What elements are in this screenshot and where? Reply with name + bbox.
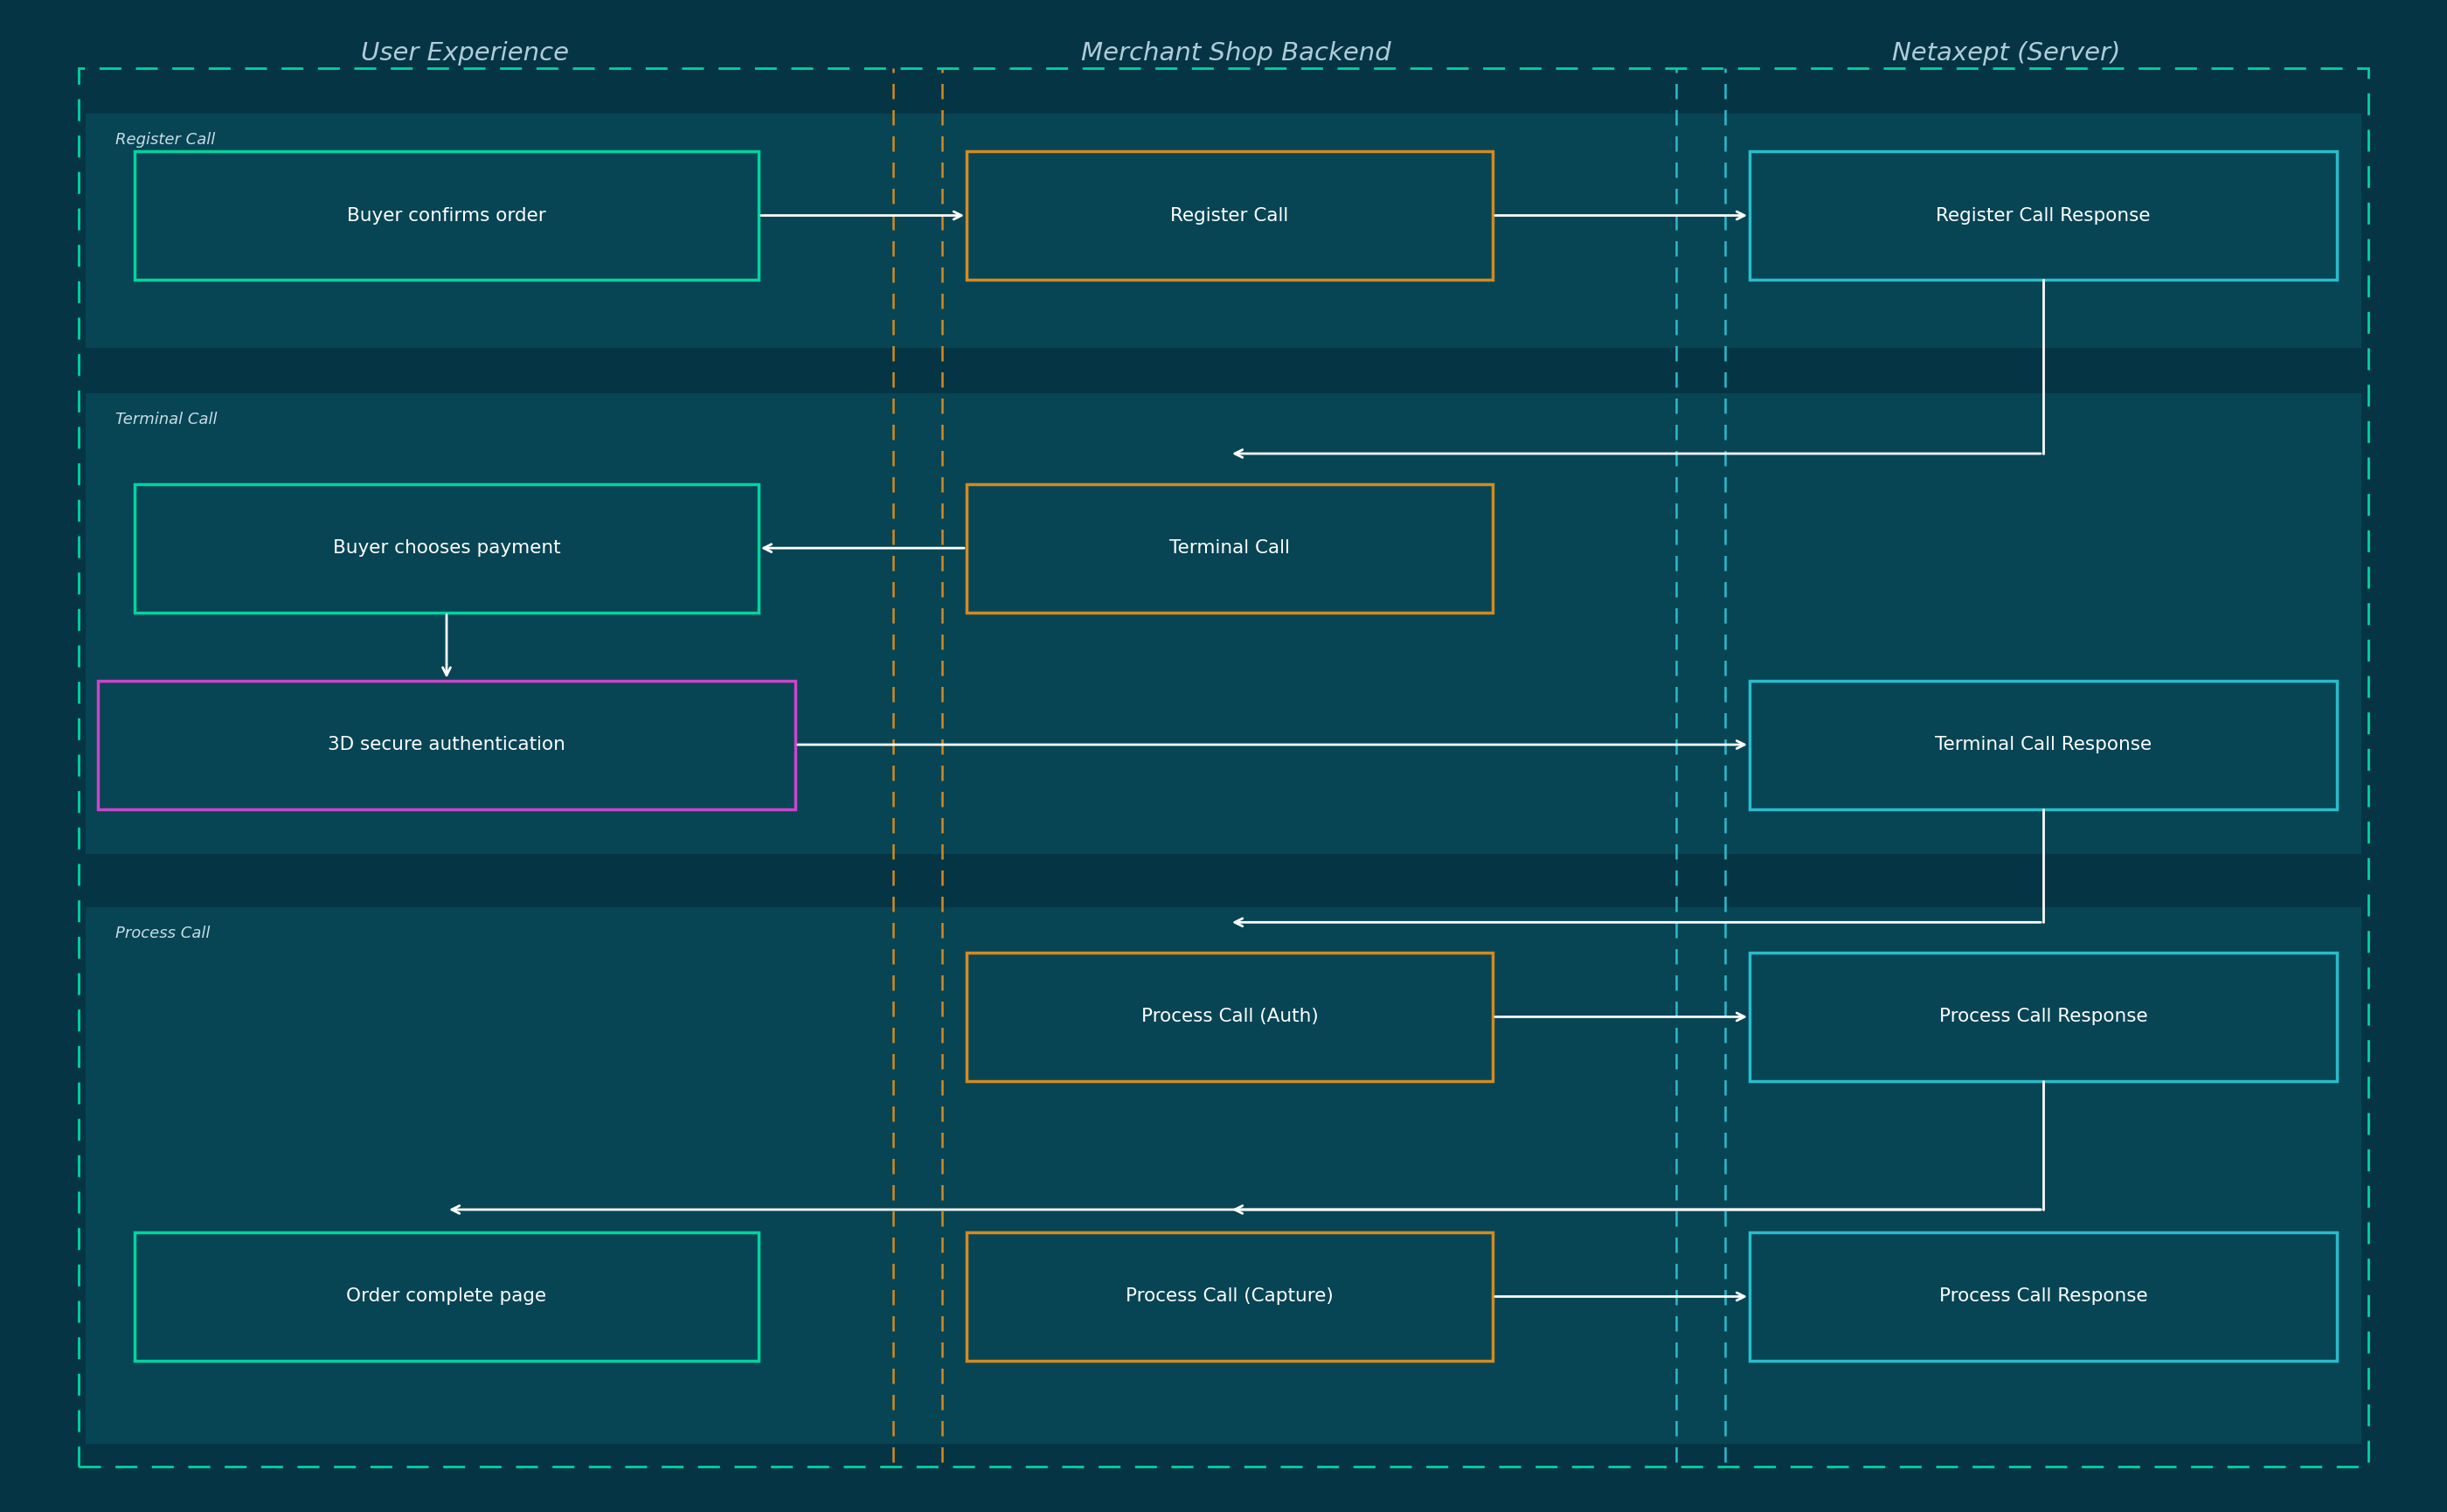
Text: Process Call (Capture): Process Call (Capture) <box>1126 1288 1334 1305</box>
Text: 3D secure authentication: 3D secure authentication <box>328 736 565 753</box>
FancyBboxPatch shape <box>135 1232 759 1361</box>
FancyBboxPatch shape <box>967 1232 1493 1361</box>
FancyBboxPatch shape <box>967 151 1493 280</box>
Text: Terminal Call: Terminal Call <box>1170 540 1290 556</box>
Text: User Experience: User Experience <box>362 41 568 65</box>
Text: Process Call: Process Call <box>115 925 210 940</box>
FancyBboxPatch shape <box>1750 680 2337 809</box>
Text: Buyer chooses payment: Buyer chooses payment <box>333 540 560 556</box>
FancyBboxPatch shape <box>967 953 1493 1081</box>
FancyBboxPatch shape <box>1750 151 2337 280</box>
Text: Terminal Call Response: Terminal Call Response <box>1936 736 2151 753</box>
FancyBboxPatch shape <box>135 484 759 612</box>
FancyBboxPatch shape <box>1750 953 2337 1081</box>
FancyBboxPatch shape <box>135 151 759 280</box>
FancyBboxPatch shape <box>86 113 2361 348</box>
FancyBboxPatch shape <box>1750 1232 2337 1361</box>
FancyBboxPatch shape <box>86 907 2361 1444</box>
Text: Register Call: Register Call <box>1170 207 1290 224</box>
Text: Merchant Shop Backend: Merchant Shop Backend <box>1082 41 1390 65</box>
Text: Process Call (Auth): Process Call (Auth) <box>1140 1009 1319 1025</box>
Text: Terminal Call: Terminal Call <box>115 411 218 426</box>
Text: Register Call Response: Register Call Response <box>1936 207 2151 224</box>
Text: Register Call: Register Call <box>115 132 215 147</box>
FancyBboxPatch shape <box>86 393 2361 854</box>
Text: Netaxept (Server): Netaxept (Server) <box>1892 41 2122 65</box>
Text: Process Call Response: Process Call Response <box>1938 1288 2148 1305</box>
FancyBboxPatch shape <box>98 680 795 809</box>
Text: Process Call Response: Process Call Response <box>1938 1009 2148 1025</box>
Text: Order complete page: Order complete page <box>347 1288 546 1305</box>
Text: Buyer confirms order: Buyer confirms order <box>347 207 546 224</box>
FancyBboxPatch shape <box>967 484 1493 612</box>
